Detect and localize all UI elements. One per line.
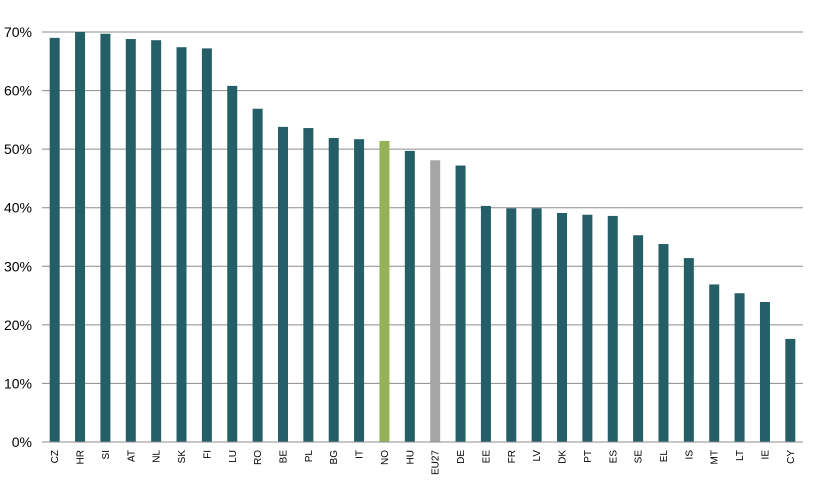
x-tick-label-fr: FR [507,450,518,463]
x-tick-label-es: ES [608,450,619,464]
bars [49,32,796,443]
x-tick-label-lv: LV [532,450,543,462]
y-tick-label: 0% [12,434,32,450]
bar-it [354,139,365,442]
x-tick-label-cz: CZ [50,450,61,463]
bar-bg [328,138,339,442]
x-tick-label-eu27: EU27 [431,450,442,475]
x-tick-label-is: IS [684,450,695,460]
x-tick-label-dk: DK [558,450,569,464]
gridlines [42,31,803,384]
y-tick-label: 60% [4,83,32,99]
x-tick-label-nl: NL [152,450,163,463]
bar-se [633,235,644,442]
y-tick-label: 70% [4,24,32,40]
bar-hr [75,32,86,442]
x-tick-label-sk: SK [177,450,188,464]
x-tick-label-no: NO [380,450,391,465]
x-tick-label-be: BE [278,450,289,464]
x-tick-label-de: DE [456,450,467,464]
y-tick-label: 20% [4,317,32,333]
x-tick-label-hr: HR [76,450,87,464]
y-tick-label: 50% [4,141,32,157]
x-axis-ticks: CZ HR SI AT NL SK FI LU RO BE PL BG IT NO HU EU27 DE EE FR… [50,450,797,475]
x-tick-label-mt: MT [710,450,721,464]
bar-pl [303,128,314,442]
x-tick-label-si: SI [101,450,112,459]
bar-el [658,244,669,442]
bar-ro [252,108,263,442]
x-tick-label-ie: IE [760,450,771,460]
x-tick-label-pt: PT [583,450,594,463]
x-tick-label-el: EL [659,450,670,463]
y-tick-label: 40% [4,200,32,216]
bar-fr [506,208,517,442]
bar-be [277,126,288,442]
bar-de [455,165,466,443]
bar-is [683,258,694,442]
x-tick-label-fi: FI [202,450,213,459]
x-tick-label-lt: LT [735,450,746,461]
bar-es [607,215,618,442]
x-tick-label-cy: CY [786,450,797,464]
bar-ie [759,302,770,442]
bar-dk [557,212,568,442]
bar-lv [531,208,542,442]
bar-mt [709,284,720,442]
bar-no [379,140,390,442]
bar-pt [582,214,593,442]
x-tick-label-at: AT [126,450,137,462]
y-axis-ticks: 0% 10% 20% 30% 40% 50% 60% 70% [4,24,32,450]
bar-nl [151,40,162,442]
bar-cy [785,338,796,442]
x-tick-label-hu: HU [405,450,416,464]
x-tick-label-se: SE [634,450,645,464]
x-tick-label-pl: PL [304,450,315,463]
y-tick-label: 10% [4,375,32,391]
bar-lu [227,85,238,442]
x-tick-label-bg: BG [329,450,340,465]
bar-eu27 [430,160,441,442]
bar-lt [734,293,745,442]
bar-si [100,33,111,442]
x-tick-label-lu: LU [228,450,239,463]
bar-sk [176,47,187,442]
bar-at [125,39,136,442]
x-tick-label-it: IT [355,450,366,459]
bar-ee [480,205,491,442]
bar-cz [49,37,60,443]
bar-fi [201,48,212,443]
x-tick-label-ro: RO [253,450,264,465]
y-tick-label: 30% [4,258,32,274]
x-tick-label-ee: EE [481,450,492,464]
bar-hu [404,150,415,442]
